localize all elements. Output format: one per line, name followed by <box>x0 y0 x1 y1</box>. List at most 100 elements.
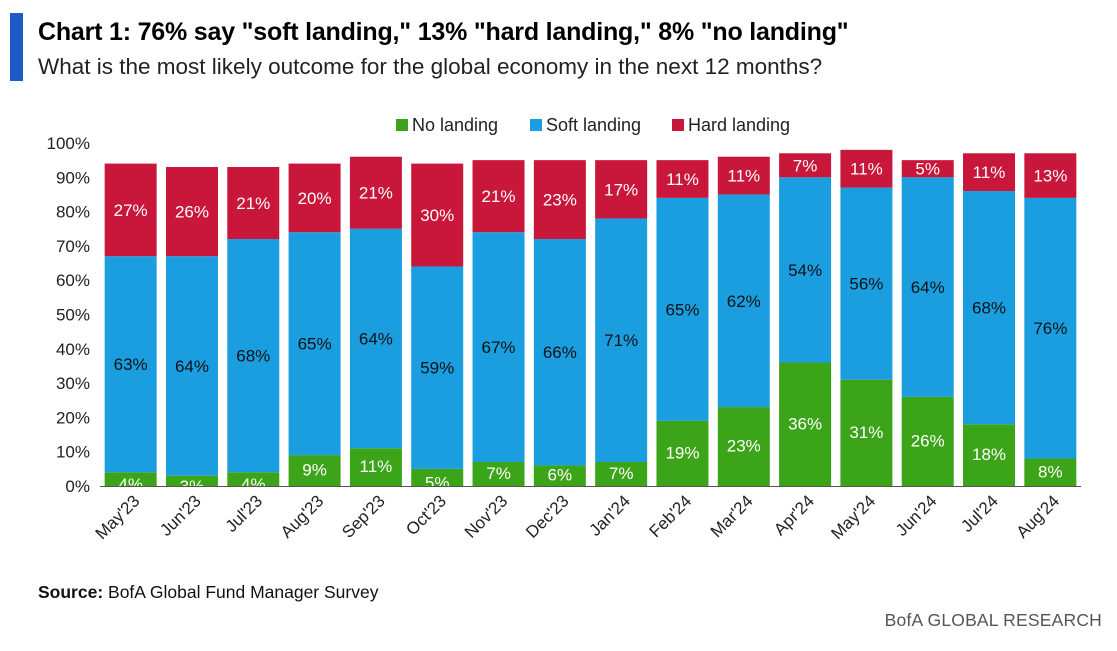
x-tick-label: Dec'23 <box>522 491 572 541</box>
data-label-hard-landing: 17% <box>604 180 638 199</box>
data-label-hard-landing: 27% <box>114 201 148 220</box>
bar-segment-no-landing <box>411 468 464 486</box>
data-label-hard-landing: 11% <box>850 160 883 179</box>
bar-segment-no-landing <box>104 472 157 486</box>
data-label-soft-landing: 62% <box>727 292 761 311</box>
data-label-hard-landing: 11% <box>973 163 1006 182</box>
x-tick-label: Jan'24 <box>585 491 633 539</box>
data-label-hard-landing: 20% <box>298 189 332 208</box>
bar-segment-hard-landing <box>349 156 402 229</box>
data-label-hard-landing: 7% <box>793 156 818 175</box>
data-label-soft-landing: 65% <box>298 335 332 354</box>
bar-segment-soft-landing <box>963 191 1016 425</box>
bar-segment-soft-landing <box>717 194 770 408</box>
data-label-hard-landing: 26% <box>175 203 209 222</box>
bar-segment-hard-landing <box>411 163 464 267</box>
bar-segment-soft-landing <box>349 228 402 449</box>
data-label-no-landing: 31% <box>849 423 883 442</box>
y-tick-label: 90% <box>56 168 90 187</box>
data-label-no-landing: 5% <box>425 473 450 492</box>
data-label-hard-landing: 21% <box>482 187 516 206</box>
bar-segment-soft-landing <box>656 197 709 421</box>
bar-segment-soft-landing <box>165 256 218 476</box>
data-label-soft-landing: 59% <box>420 359 454 378</box>
data-label-soft-landing: 68% <box>972 299 1006 318</box>
data-label-no-landing: 4% <box>118 475 143 494</box>
y-tick-label: 0% <box>65 477 90 496</box>
data-label-hard-landing: 21% <box>236 194 270 213</box>
bar-segment-soft-landing <box>901 177 954 397</box>
data-label-soft-landing: 64% <box>175 357 209 376</box>
data-label-no-landing: 6% <box>548 466 573 485</box>
data-label-hard-landing: 30% <box>420 206 454 225</box>
bar-segment-soft-landing <box>533 239 586 466</box>
bar-segment-no-landing <box>349 448 402 486</box>
x-tick-label: Nov'23 <box>461 491 511 541</box>
data-label-no-landing: 9% <box>302 461 327 480</box>
data-label-soft-landing: 71% <box>604 331 638 350</box>
y-tick-label: 80% <box>56 203 90 222</box>
data-label-no-landing: 36% <box>788 414 822 433</box>
x-tick-label: Sep'23 <box>338 491 388 541</box>
bar-segment-no-landing <box>963 424 1016 486</box>
source-label: Source: <box>38 582 104 602</box>
bar-segment-no-landing <box>779 362 832 486</box>
y-tick-label: 70% <box>56 237 90 256</box>
data-label-soft-landing: 67% <box>482 338 516 357</box>
data-label-hard-landing: 5% <box>915 160 940 179</box>
bar-segment-hard-landing <box>104 163 157 257</box>
x-tick-label: May'24 <box>827 491 879 543</box>
bar-segment-no-landing <box>227 472 280 486</box>
x-tick-label: Jun'24 <box>892 491 940 539</box>
bar-segment-soft-landing <box>104 256 157 473</box>
legend-swatch-no-landing <box>396 119 408 131</box>
y-tick-label: 60% <box>56 271 90 290</box>
x-tick-label: Oct'23 <box>402 491 450 539</box>
bar-segment-no-landing <box>717 407 770 486</box>
title-accent-bar <box>10 13 23 81</box>
x-tick-label: Apr'24 <box>770 491 818 539</box>
bar-segment-no-landing <box>533 465 586 486</box>
bar-segment-no-landing <box>840 379 893 486</box>
bar-segment-hard-landing <box>227 167 280 240</box>
data-label-no-landing: 7% <box>486 464 511 483</box>
bar-segment-hard-landing <box>595 160 648 219</box>
data-label-no-landing: 19% <box>665 443 699 462</box>
bar-segment-no-landing <box>472 461 525 486</box>
chart-title: Chart 1: 76% say "soft landing," 13% "ha… <box>38 18 849 46</box>
data-label-no-landing: 7% <box>609 464 634 483</box>
stacked-bar-chart: 0% 10% 20% 30% 40% 50% 60% 70% 80% 90% 100% 4% 63% 27… <box>47 115 1081 543</box>
y-tick-label: 40% <box>56 340 90 359</box>
y-tick-label: 10% <box>56 443 90 462</box>
data-label-soft-landing: 56% <box>849 275 883 294</box>
data-label-soft-landing: 64% <box>359 330 393 349</box>
chart-subtitle: What is the most likely outcome for the … <box>38 54 823 79</box>
bar-segment-soft-landing <box>411 266 464 469</box>
bar-segment-no-landing <box>901 396 954 486</box>
legend-swatch-soft-landing <box>530 119 542 131</box>
y-tick-label: 50% <box>56 306 90 325</box>
bar-segment-hard-landing <box>533 160 586 240</box>
y-tick-label: 100% <box>47 134 90 153</box>
legend-label-soft-landing: Soft landing <box>546 115 641 135</box>
x-tick-label: Jun'23 <box>156 491 204 539</box>
data-label-no-landing: 18% <box>972 445 1006 464</box>
data-label-hard-landing: 11% <box>666 170 699 189</box>
data-label-soft-landing: 68% <box>236 347 270 366</box>
bar-segment-soft-landing <box>288 232 341 456</box>
bar-segment-no-landing <box>1024 458 1077 486</box>
bar-segment-hard-landing <box>717 156 770 195</box>
x-tick-label: Aug'24 <box>1013 491 1063 541</box>
bar-segment-no-landing <box>288 455 341 486</box>
source-text: BofA Global Fund Manager Survey <box>108 582 379 602</box>
data-label-soft-landing: 76% <box>1033 319 1067 338</box>
data-label-no-landing: 26% <box>911 431 945 450</box>
bar-segment-hard-landing <box>1024 153 1077 198</box>
bar-segment-soft-landing <box>1024 197 1077 459</box>
bar-segment-hard-landing <box>656 160 709 198</box>
data-label-hard-landing: 23% <box>543 191 577 210</box>
bar-segment-no-landing <box>595 461 648 486</box>
bar-segment-soft-landing <box>472 232 525 462</box>
bar-segment-soft-landing <box>779 177 832 363</box>
source-note: Source: BofA Global Fund Manager Survey <box>38 582 378 603</box>
